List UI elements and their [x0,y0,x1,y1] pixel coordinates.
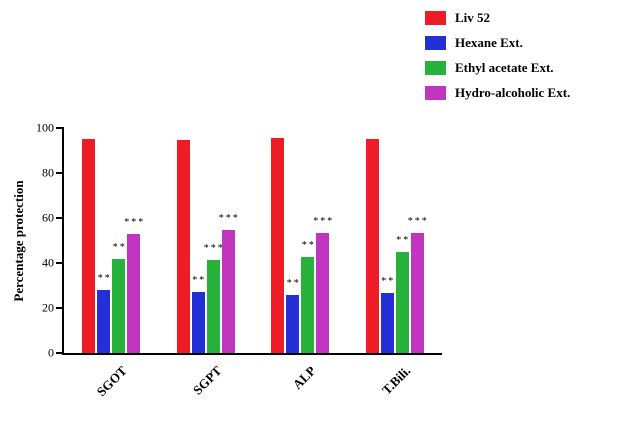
y-tick-label: 80 [42,165,54,180]
bar-sgot-ethyl-acetate-ext- [112,258,126,353]
y-tick-mark [56,262,64,264]
significance-annotation: *** [124,216,146,228]
y-tick-mark [56,217,64,219]
y-axis-title: Percentage protection [11,179,26,302]
bar-tbili-hexane-ext- [380,293,394,353]
significance-annotation: ** [192,275,207,287]
y-tick-label: 60 [42,210,54,225]
legend: Liv 52 Hexane Ext. Ethyl acetate Ext. Hydro… [425,10,570,110]
bar-sgot-liv-52 [82,139,96,353]
bar-sgpt-liv-52 [176,140,190,353]
significance-annotation: ** [301,240,316,252]
bar-alp-hexane-ext- [286,294,300,353]
legend-label: Hydro-alcoholic Ext. [455,85,571,100]
x-category-label: ALP [289,363,319,392]
bar-alp-hydro-alcoholic-ext- [316,232,330,353]
x-category-label: SGPT [189,363,225,398]
plot-area: 0 20 40 60 80 100 ** ** *** SGOT ** *** *** SGPT ** ** *… [36,121,442,399]
y-tick-mark [56,172,64,174]
significance-annotation: *** [407,215,429,227]
bar-sgot-hydro-alcoholic-ext- [127,233,141,353]
y-tick-mark [56,352,64,354]
x-category-label: T.Bili. [378,363,414,398]
significance-annotation: *** [218,213,240,225]
y-tick-label: 100 [36,120,54,135]
y-axis-title-wrap: Percentage protection [10,128,28,353]
bar-sgpt-ethyl-acetate-ext- [206,259,220,353]
legend-label: Hexane Ext. [455,35,523,50]
y-tick-label: 20 [42,300,54,315]
bar-tbili-ethyl-acetate-ext- [395,251,409,353]
legend-swatch [425,11,446,25]
significance-annotation: ** [97,273,112,284]
significance-annotation: *** [203,242,225,254]
bar-tbili-liv-52 [365,139,379,353]
significance-annotation: ** [286,277,301,289]
bar-sgpt-hydro-alcoholic-ext- [221,230,235,353]
legend-item: Liv 52 [425,10,570,26]
bar-alp-ethyl-acetate-ext- [301,257,315,353]
y-tick-mark [56,307,64,309]
legend-label: Ethyl acetate Ext. [455,60,554,75]
significance-annotation: ** [396,234,411,246]
legend-label: Liv 52 [455,10,491,25]
legend-swatch [425,61,446,75]
legend-item: Ethyl acetate Ext. [425,60,570,76]
significance-annotation: ** [381,276,396,288]
legend-item: Hexane Ext. [425,35,570,51]
bar-tbili-hydro-alcoholic-ext- [410,232,424,353]
legend-swatch [425,86,446,100]
legend-item: Hydro-alcoholic Ext. [425,85,570,101]
y-tick-label: 40 [42,255,54,270]
x-category-label: SGOT [93,363,130,400]
bar-sgpt-hexane-ext- [191,292,205,353]
y-tick-label: 0 [48,345,54,360]
y-tick-mark [56,127,64,129]
legend-swatch [425,36,446,50]
significance-annotation: *** [313,215,335,227]
significance-annotation: ** [112,241,127,253]
bar-alp-liv-52 [271,138,285,353]
bar-sgot-hexane-ext- [97,290,111,353]
